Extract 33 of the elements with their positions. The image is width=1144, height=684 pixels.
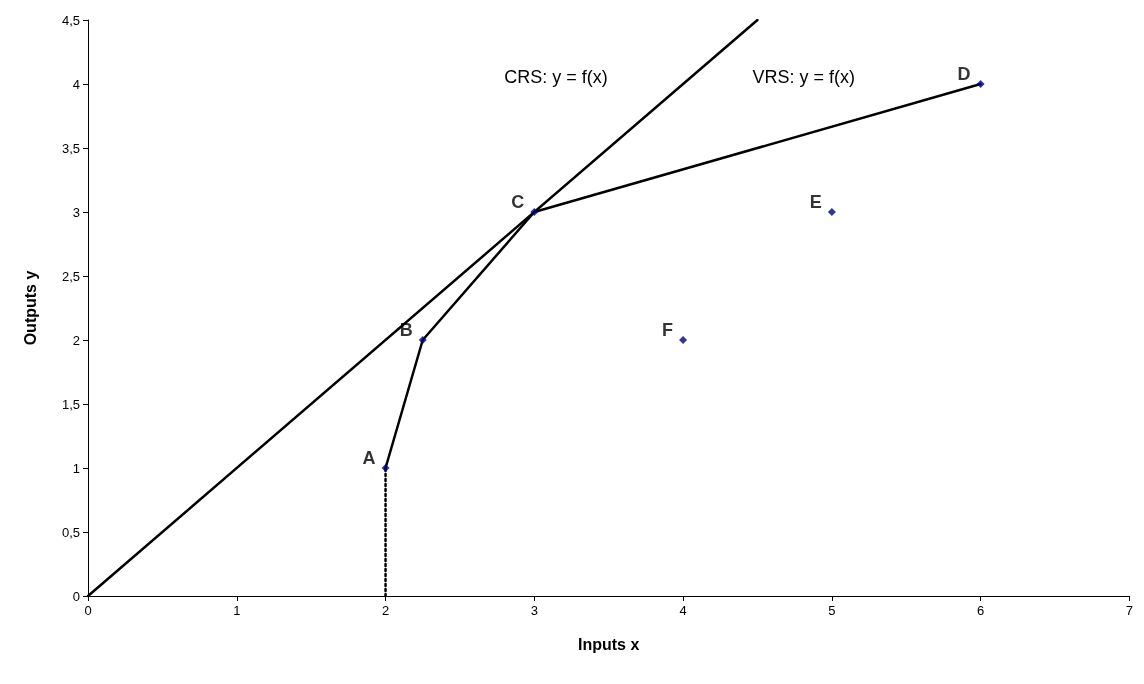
y-tick-label: 0,5 (61, 524, 80, 540)
x-tick-label: 1 (233, 603, 241, 618)
y-tick-label: 2 (72, 332, 80, 348)
annotation: VRS: y = f(x) (752, 67, 855, 88)
y-tick-label: 0 (72, 588, 80, 604)
y-tick-label: 1,5 (61, 396, 80, 412)
data-label: D (957, 64, 971, 84)
y-tick-label: 3 (72, 204, 80, 220)
y-tick-label: 4,5 (61, 12, 80, 28)
annotation: CRS: y = f(x) (504, 67, 608, 88)
point (381, 464, 390, 472)
x-axis-title: Inputs x (578, 635, 640, 653)
point (679, 336, 688, 344)
y-tick-label: 2,5 (61, 268, 80, 284)
x-tick-label: 6 (977, 603, 985, 618)
y-tick-label: 4 (72, 76, 80, 92)
data-label: A (362, 448, 376, 468)
y-axis-title: Outputs y (21, 270, 39, 346)
x-tick-label: 3 (530, 603, 538, 618)
x-tick-label: 4 (679, 603, 687, 618)
y-tick-label: 1 (72, 460, 80, 476)
point (418, 336, 427, 344)
point (976, 80, 985, 88)
data-label: F (662, 320, 674, 340)
point (827, 208, 836, 216)
x-tick-label: 0 (84, 603, 92, 618)
y-tick-label: 3,5 (61, 140, 80, 156)
point (530, 208, 539, 216)
data-label: C (511, 192, 525, 212)
x-tick-label: 2 (381, 603, 390, 618)
data-label: E (809, 192, 822, 212)
x-tick-label: 5 (828, 603, 836, 618)
x-tick-label: 7 (1125, 603, 1133, 618)
